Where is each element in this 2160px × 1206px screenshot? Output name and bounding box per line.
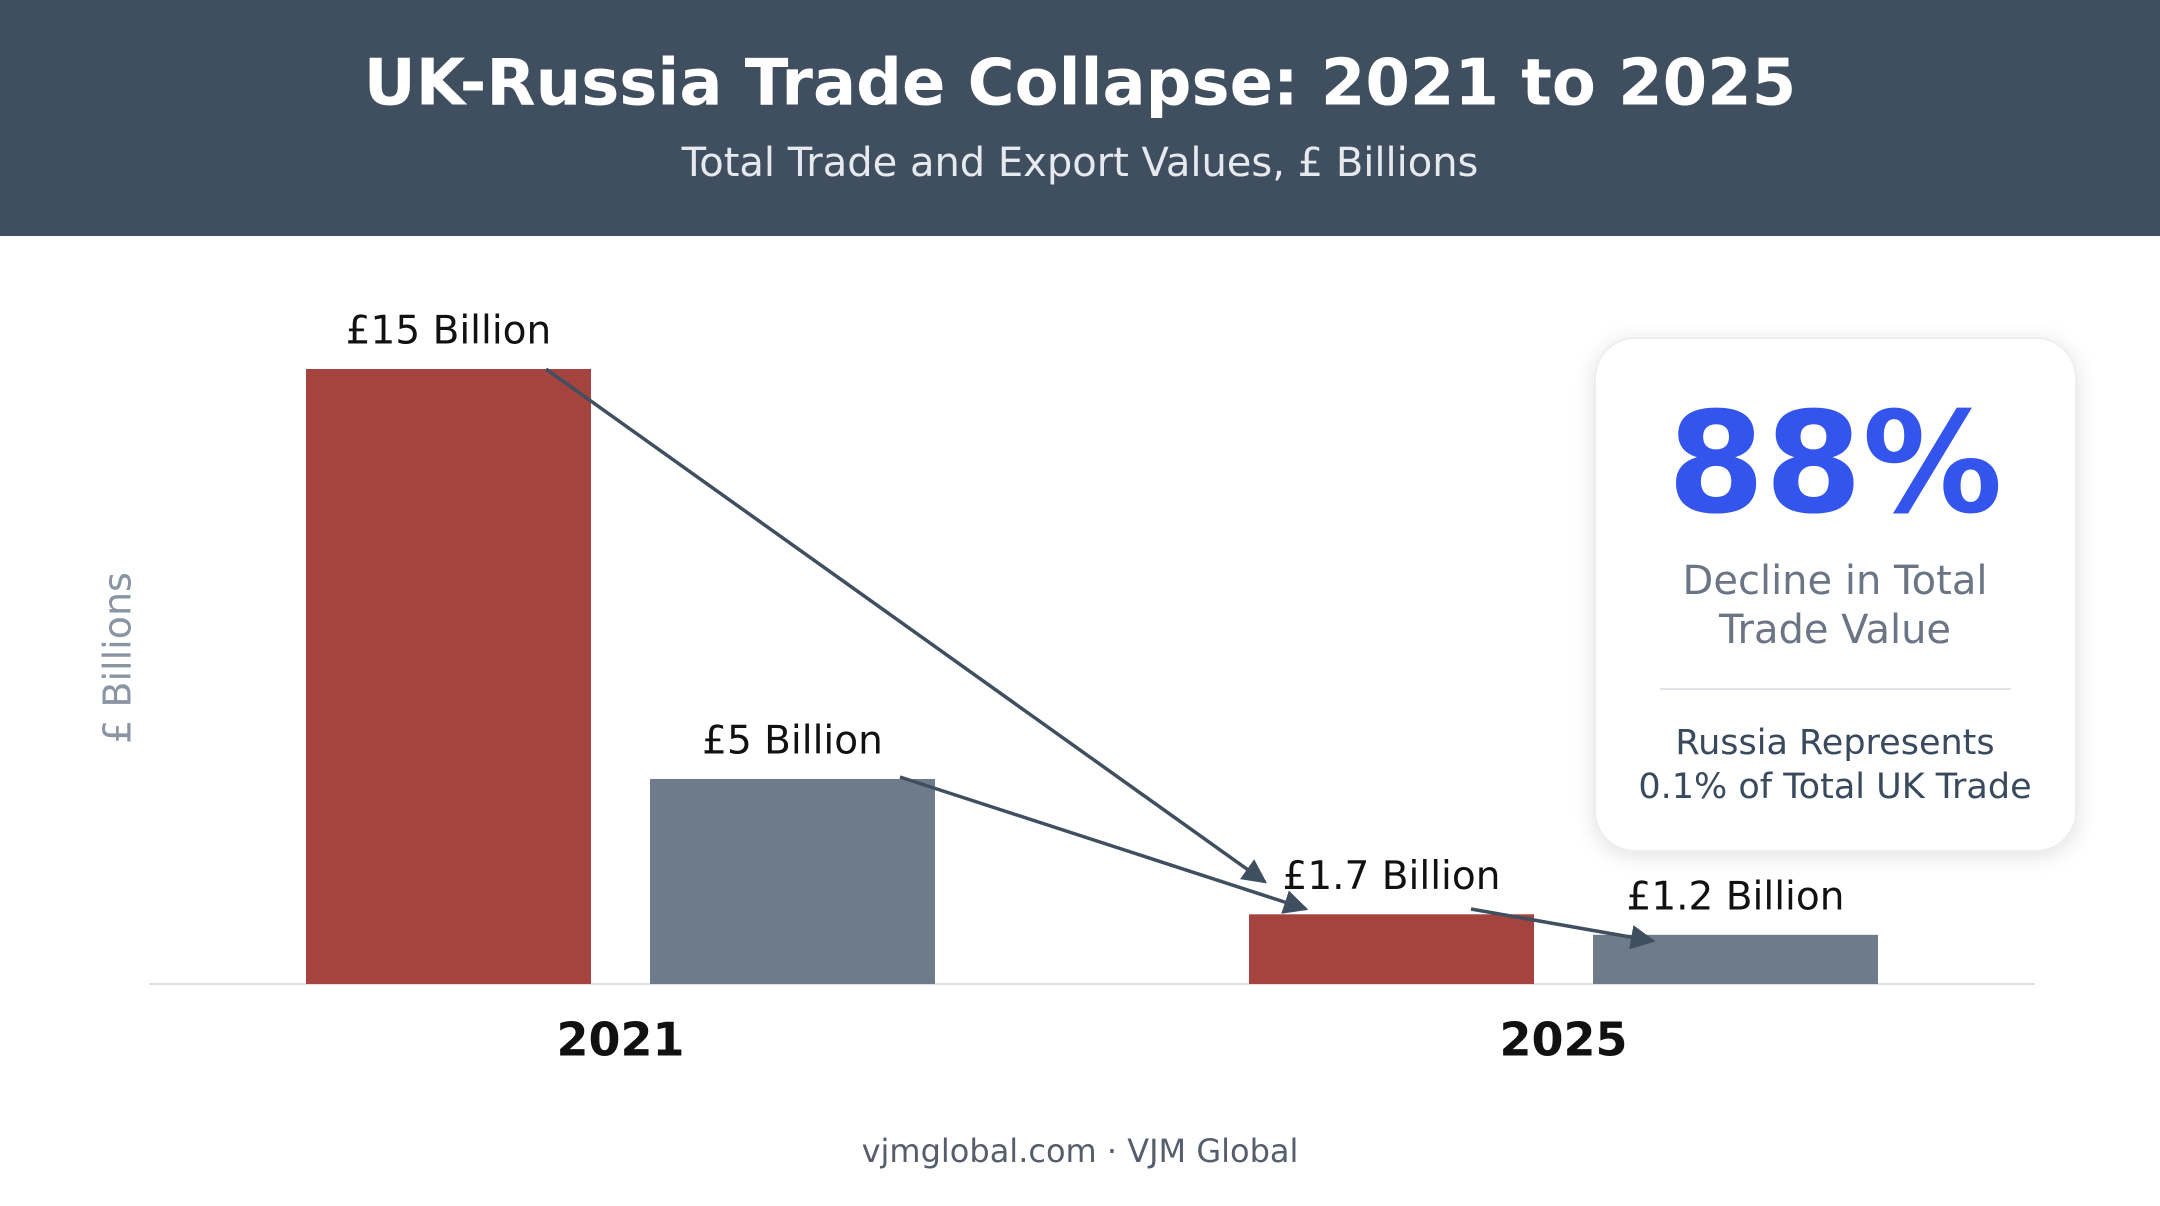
bar [306,369,591,984]
arrow [544,367,1267,884]
chart-subtitle: Total Trade and Export Values, £ Billion… [681,140,1479,186]
callout-label: Trade Value [1718,607,1951,653]
footer: vjmglobal.com · VJM Global [862,1132,1299,1170]
plot: 2021 £15 Billion £5 Billion 2025 £1.7 Billio… [306,309,1878,1067]
callout-label: Decline in Total [1683,558,1988,604]
x-tick-label: 2021 [556,1013,684,1067]
callout-headline: 88% [1667,383,2002,546]
callout-note: Russia Represents [1675,723,1994,763]
bar [1593,934,1878,984]
header [0,0,2160,236]
callout-note: 0.1% of Total UK Trade [1638,767,2031,807]
x-tick-label: 2025 [1499,1013,1627,1067]
y-axis-label: £ Billions [96,572,140,744]
value-label: £1.2 Billion [1627,874,1845,919]
value-label: £15 Billion [346,309,552,354]
value-label: £1.7 Billion [1283,854,1501,899]
arrow [1470,907,1656,950]
bar [1249,914,1534,984]
callout-box [1594,337,2077,852]
bar [650,779,935,984]
value-label: £5 Billion [702,719,883,764]
arrow [899,775,1309,914]
chart-title: UK-Russia Trade Collapse: 2021 to 2025 [364,47,1796,121]
